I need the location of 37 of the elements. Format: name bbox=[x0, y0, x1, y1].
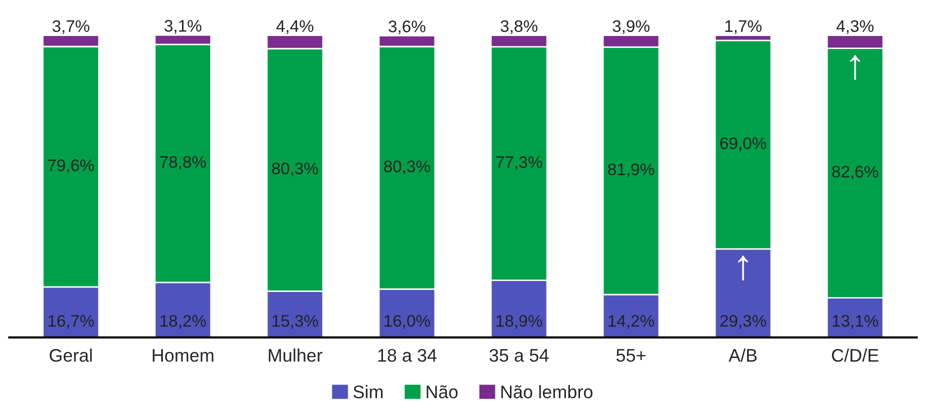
x-tick-label: A/B bbox=[728, 348, 757, 362]
data-label: 78,8% bbox=[160, 156, 206, 170]
x-tick-label: 55+ bbox=[616, 349, 646, 362]
x-tick-label: Homem bbox=[152, 349, 214, 362]
data-label: 79,6% bbox=[48, 159, 94, 174]
data-label: 16,0% bbox=[384, 314, 430, 329]
data-label: 18,2% bbox=[160, 314, 206, 329]
data-label: 16,7% bbox=[48, 314, 94, 329]
x-tick-label: 35 a 54 bbox=[490, 349, 549, 362]
data-label: 69,0% bbox=[720, 137, 766, 152]
data-label: 80,3% bbox=[272, 162, 318, 176]
x-tick-label: C/D/E bbox=[832, 348, 878, 362]
data-label: 29,3% bbox=[720, 314, 766, 329]
data-label: 18,9% bbox=[496, 314, 542, 329]
data-label: 14,2% bbox=[608, 314, 654, 329]
data-label: 82,6% bbox=[832, 166, 878, 180]
x-tick-label: Geral bbox=[50, 348, 92, 362]
x-tick-label: 18 a 34 bbox=[378, 349, 437, 362]
data-label: 1,7% bbox=[725, 20, 762, 34]
data-label: 3,7% bbox=[52, 20, 90, 34]
data-label: 81,9% bbox=[608, 163, 654, 178]
data-label: 3,8% bbox=[500, 20, 538, 34]
data-label: 13,1% bbox=[832, 314, 878, 329]
legend-label: Não lembro bbox=[501, 385, 592, 398]
legend-label: Não bbox=[426, 385, 458, 398]
x-tick-label: Mulher bbox=[268, 348, 322, 362]
annotation: ↑ bbox=[850, 55, 860, 80]
data-label: 15,3% bbox=[272, 314, 318, 329]
data-label: 3,1% bbox=[164, 20, 202, 34]
legend-label: Sim bbox=[353, 385, 383, 398]
annotation: ↑ bbox=[738, 256, 748, 280]
data-label: 3,9% bbox=[612, 20, 650, 34]
data-label: 77,3% bbox=[496, 156, 542, 170]
data-label: 3,6% bbox=[388, 20, 426, 34]
data-label: 80,3% bbox=[384, 160, 430, 174]
data-label: 4,3% bbox=[836, 20, 874, 34]
data-label: 4,4% bbox=[276, 20, 314, 34]
